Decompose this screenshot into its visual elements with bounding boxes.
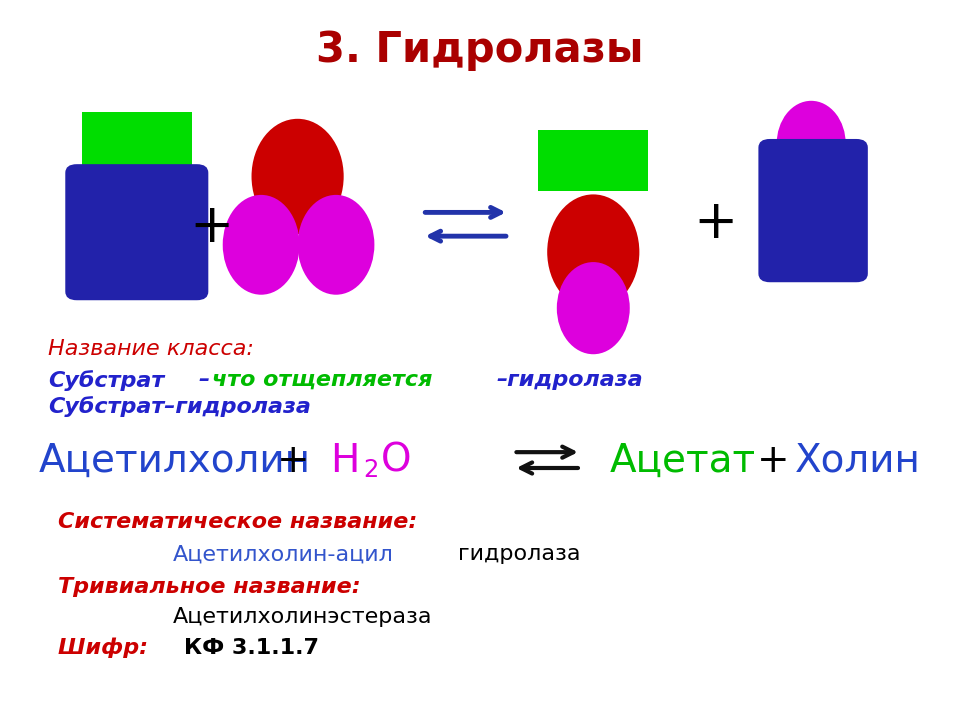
Text: Шифр:: Шифр: — [58, 638, 156, 658]
Ellipse shape — [557, 262, 630, 354]
Text: что отщепляется: что отщепляется — [212, 370, 433, 390]
Text: Ацетат: Ацетат — [610, 442, 756, 480]
Text: O: O — [381, 442, 412, 480]
Text: 3. Гидролазы: 3. Гидролазы — [316, 30, 644, 71]
Text: КФ 3.1.1.7: КФ 3.1.1.7 — [183, 638, 319, 658]
Text: Субстрат–гидролаза: Субстрат–гидролаза — [48, 396, 311, 418]
Text: –: – — [198, 370, 209, 390]
FancyBboxPatch shape — [65, 164, 208, 300]
Text: 2: 2 — [363, 458, 378, 482]
Text: Субстрат: Субстрат — [48, 369, 164, 391]
Text: Холин: Холин — [795, 442, 921, 480]
FancyBboxPatch shape — [758, 139, 868, 282]
Bar — [82, 112, 192, 173]
Text: +: + — [189, 201, 233, 253]
Ellipse shape — [777, 101, 846, 187]
Ellipse shape — [223, 195, 300, 294]
Text: H: H — [330, 442, 360, 480]
Text: +: + — [693, 197, 737, 249]
Ellipse shape — [547, 194, 639, 310]
Ellipse shape — [252, 119, 344, 234]
Bar — [538, 130, 648, 191]
Text: Систематическое название:: Систематическое название: — [58, 512, 417, 532]
Text: Ацетилхолин: Ацетилхолин — [38, 442, 310, 480]
Ellipse shape — [298, 195, 374, 294]
Text: Ацетилхолинэстераза: Ацетилхолинэстераза — [173, 607, 432, 627]
Text: Ацетилхолин-ацил: Ацетилхолин-ацил — [173, 544, 394, 564]
Text: гидролаза: гидролаза — [458, 544, 580, 564]
Text: +: + — [756, 442, 789, 480]
Text: +: + — [276, 442, 309, 480]
Text: Тривиальное название:: Тривиальное название: — [58, 577, 360, 597]
Text: –гидролаза: –гидролаза — [496, 370, 643, 390]
Text: Название класса:: Название класса: — [48, 339, 253, 359]
